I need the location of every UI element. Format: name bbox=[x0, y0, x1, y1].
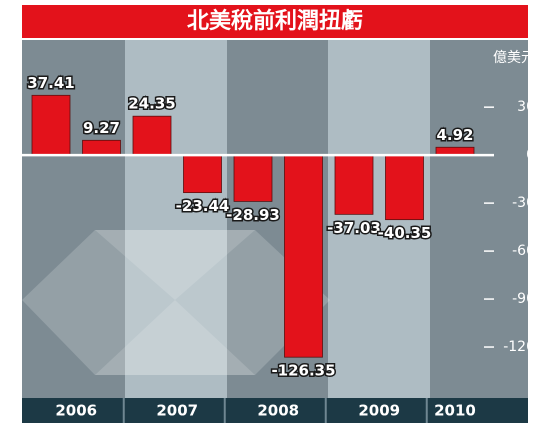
bar bbox=[132, 115, 172, 156]
value-label: 37.41 bbox=[27, 74, 74, 92]
y-tick-label: 0 bbox=[526, 147, 535, 163]
value-label: -23.44 bbox=[176, 197, 230, 215]
title-banner bbox=[22, 5, 528, 38]
value-label: -28.93 bbox=[226, 206, 280, 224]
bar bbox=[31, 94, 71, 156]
chart-title: 北美稅前利潤扭虧 bbox=[187, 8, 363, 34]
bar bbox=[82, 139, 121, 156]
value-label: -40.35 bbox=[378, 224, 432, 242]
y-tick-label: -120 bbox=[503, 339, 535, 355]
year-band bbox=[125, 40, 227, 398]
decoration bbox=[95, 230, 255, 300]
decoration bbox=[22, 230, 330, 375]
year-strip bbox=[22, 398, 528, 423]
value-label: 24.35 bbox=[128, 95, 175, 113]
y-unit: 億美元 bbox=[493, 50, 535, 66]
decoration bbox=[95, 300, 255, 375]
bar bbox=[385, 154, 424, 221]
x-tick-label: 2010 bbox=[434, 402, 476, 420]
x-tick-label: 2008 bbox=[257, 402, 299, 420]
y-tick-label: -30 bbox=[512, 195, 535, 211]
x-tick-label: 2006 bbox=[55, 402, 97, 420]
value-label: 4.92 bbox=[436, 126, 473, 144]
y-tick-label: 30 bbox=[517, 99, 535, 115]
bar bbox=[183, 154, 222, 194]
y-tick-label: -90 bbox=[512, 291, 535, 307]
y-tick-label: -60 bbox=[512, 243, 535, 259]
bar bbox=[233, 154, 273, 202]
x-tick-label: 2007 bbox=[156, 402, 198, 420]
value-label: -37.03 bbox=[327, 219, 381, 237]
bar bbox=[284, 154, 323, 358]
value-label: 9.27 bbox=[83, 119, 120, 137]
x-tick-label: 2009 bbox=[358, 402, 400, 420]
bar bbox=[334, 154, 374, 215]
value-label: -126.35 bbox=[271, 362, 335, 380]
plot-background bbox=[22, 40, 528, 398]
